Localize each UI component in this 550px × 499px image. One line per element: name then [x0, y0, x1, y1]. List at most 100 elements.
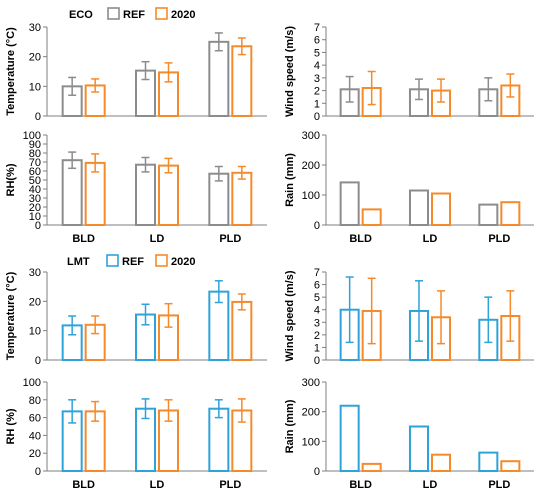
x-category-label: LD	[150, 479, 165, 491]
y-axis-title: Temperature (°C)	[5, 271, 17, 360]
y-tick-label: 0	[314, 355, 320, 367]
y-tick-label: 30	[29, 22, 41, 34]
y-tick-label: 6	[314, 35, 320, 47]
x-category-label: PLD	[219, 479, 241, 491]
legend-label-ref: REF	[122, 256, 144, 268]
legend-lmt: LMT REF 2020	[67, 254, 195, 268]
y-tick-label: 80	[29, 395, 41, 407]
bar-ref-pld	[478, 203, 499, 227]
legend-swatch-ref	[106, 254, 119, 267]
y-tick-label: 7	[314, 22, 320, 34]
legend-site-label: LMT	[67, 256, 90, 268]
y-tick-label: 3	[314, 73, 320, 85]
y-tick-label: 200	[302, 160, 320, 172]
y-axis-title: RH(%)	[5, 163, 17, 196]
y-tick-label: 20	[29, 52, 41, 64]
y-tick-label: 100	[23, 377, 41, 389]
bar-2020-bld	[361, 208, 382, 226]
y-axis-title: Wind speed (m/s)	[284, 270, 296, 361]
y-tick-label: 5	[314, 292, 320, 304]
y-tick-label: 40	[29, 184, 41, 196]
y-tick-label: 5	[314, 47, 320, 59]
y-tick-label: 80	[29, 148, 41, 160]
y-tick-label: 90	[29, 139, 41, 151]
chart-eco-rain: 0 100 200 300 Rain (mm) BLD LD PLD	[284, 130, 534, 245]
bar-ref-ld	[408, 189, 429, 226]
y-tick-label: 0	[314, 220, 320, 232]
x-category-label: LD	[150, 233, 165, 245]
chart-lmt-rh: 0 20 40 60 80 100 RH (%) BLD LD PLD	[5, 377, 267, 491]
y-tick-label: 30	[29, 193, 41, 205]
y-tick-label: 70	[29, 157, 41, 169]
bar-ref-ld	[408, 425, 429, 472]
x-category-label: BLD	[349, 479, 372, 491]
y-tick-label: 0	[35, 466, 41, 478]
y-tick-label: 10	[29, 326, 41, 338]
legend-label-2020: 2020	[171, 9, 195, 21]
bar-2020-ld	[158, 164, 179, 227]
y-tick-label: 3	[314, 317, 320, 329]
legend-swatch-2020	[155, 254, 168, 267]
y-tick-label: 2	[314, 86, 320, 98]
bar-ref-bld	[339, 404, 360, 473]
y-tick-label: 100	[23, 130, 41, 142]
y-axis-title: RH (%)	[5, 408, 17, 444]
y-axis-title: Wind speed (m/s)	[284, 26, 296, 117]
bar-ref-ld	[135, 163, 156, 226]
legend-label-ref: REF	[123, 9, 145, 21]
x-category-label: PLD	[488, 479, 510, 491]
x-category-label: PLD	[488, 233, 510, 245]
y-tick-label: 60	[29, 166, 41, 178]
x-category-label: BLD	[72, 479, 95, 491]
bar-ref-bld	[339, 181, 360, 226]
y-tick-label: 10	[29, 81, 41, 93]
y-tick-label: 20	[29, 202, 41, 214]
y-axis-title: Rain (mm)	[284, 399, 296, 453]
legend-eco: ECO REF 2020	[69, 7, 195, 21]
y-tick-label: 1	[314, 342, 320, 354]
y-tick-label: 0	[35, 220, 41, 232]
x-category-label: PLD	[219, 233, 241, 245]
y-tick-label: 60	[29, 413, 41, 425]
y-tick-label: 100	[302, 190, 320, 202]
bar-ref-pld	[478, 451, 499, 472]
chart-eco-temp: 0 10 20 30 Temperature (°C)	[5, 22, 267, 123]
bar-2020-pld	[231, 45, 253, 117]
bar-2020-bld	[361, 462, 382, 473]
y-tick-label: 200	[302, 407, 320, 419]
y-tick-label: 20	[29, 448, 41, 460]
y-tick-label: 10	[29, 211, 41, 223]
y-tick-label: 2	[314, 330, 320, 342]
y-tick-label: 0	[314, 466, 320, 478]
legend-swatch-ref	[107, 7, 120, 20]
y-tick-label: 20	[29, 296, 41, 308]
y-axis-title: Rain (mm)	[284, 153, 296, 207]
y-tick-label: 50	[29, 175, 41, 187]
x-category-label: BLD	[349, 233, 372, 245]
y-tick-label: 0	[35, 355, 41, 367]
chart-lmt-rain: 0 100 200 300 Rain (mm) BLD LD PLD	[284, 377, 534, 491]
x-category-label: LD	[423, 479, 438, 491]
y-tick-label: 0	[314, 111, 320, 123]
y-tick-label: 6	[314, 280, 320, 292]
y-tick-label: 1	[314, 98, 320, 110]
chart-lmt-temp: 0 10 20 30 Temperature (°C)	[5, 267, 267, 367]
legend-site-label: ECO	[69, 9, 93, 21]
y-tick-label: 40	[29, 430, 41, 442]
y-tick-label: 0	[35, 111, 41, 123]
x-category-label: BLD	[72, 233, 95, 245]
bar-ref-bld	[61, 159, 83, 226]
y-axis-title: Temperature (°C)	[5, 27, 17, 116]
y-tick-label: 100	[302, 436, 320, 448]
bar-2020-pld	[500, 460, 521, 472]
legend-swatch-2020	[155, 7, 168, 20]
y-tick-label: 300	[302, 130, 320, 142]
y-tick-label: 30	[29, 267, 41, 279]
y-tick-label: 4	[314, 305, 320, 317]
y-tick-label: 4	[314, 60, 320, 72]
legend-label-2020: 2020	[171, 256, 195, 268]
bar-ref-pld	[208, 40, 230, 117]
y-tick-label: 7	[314, 267, 320, 279]
